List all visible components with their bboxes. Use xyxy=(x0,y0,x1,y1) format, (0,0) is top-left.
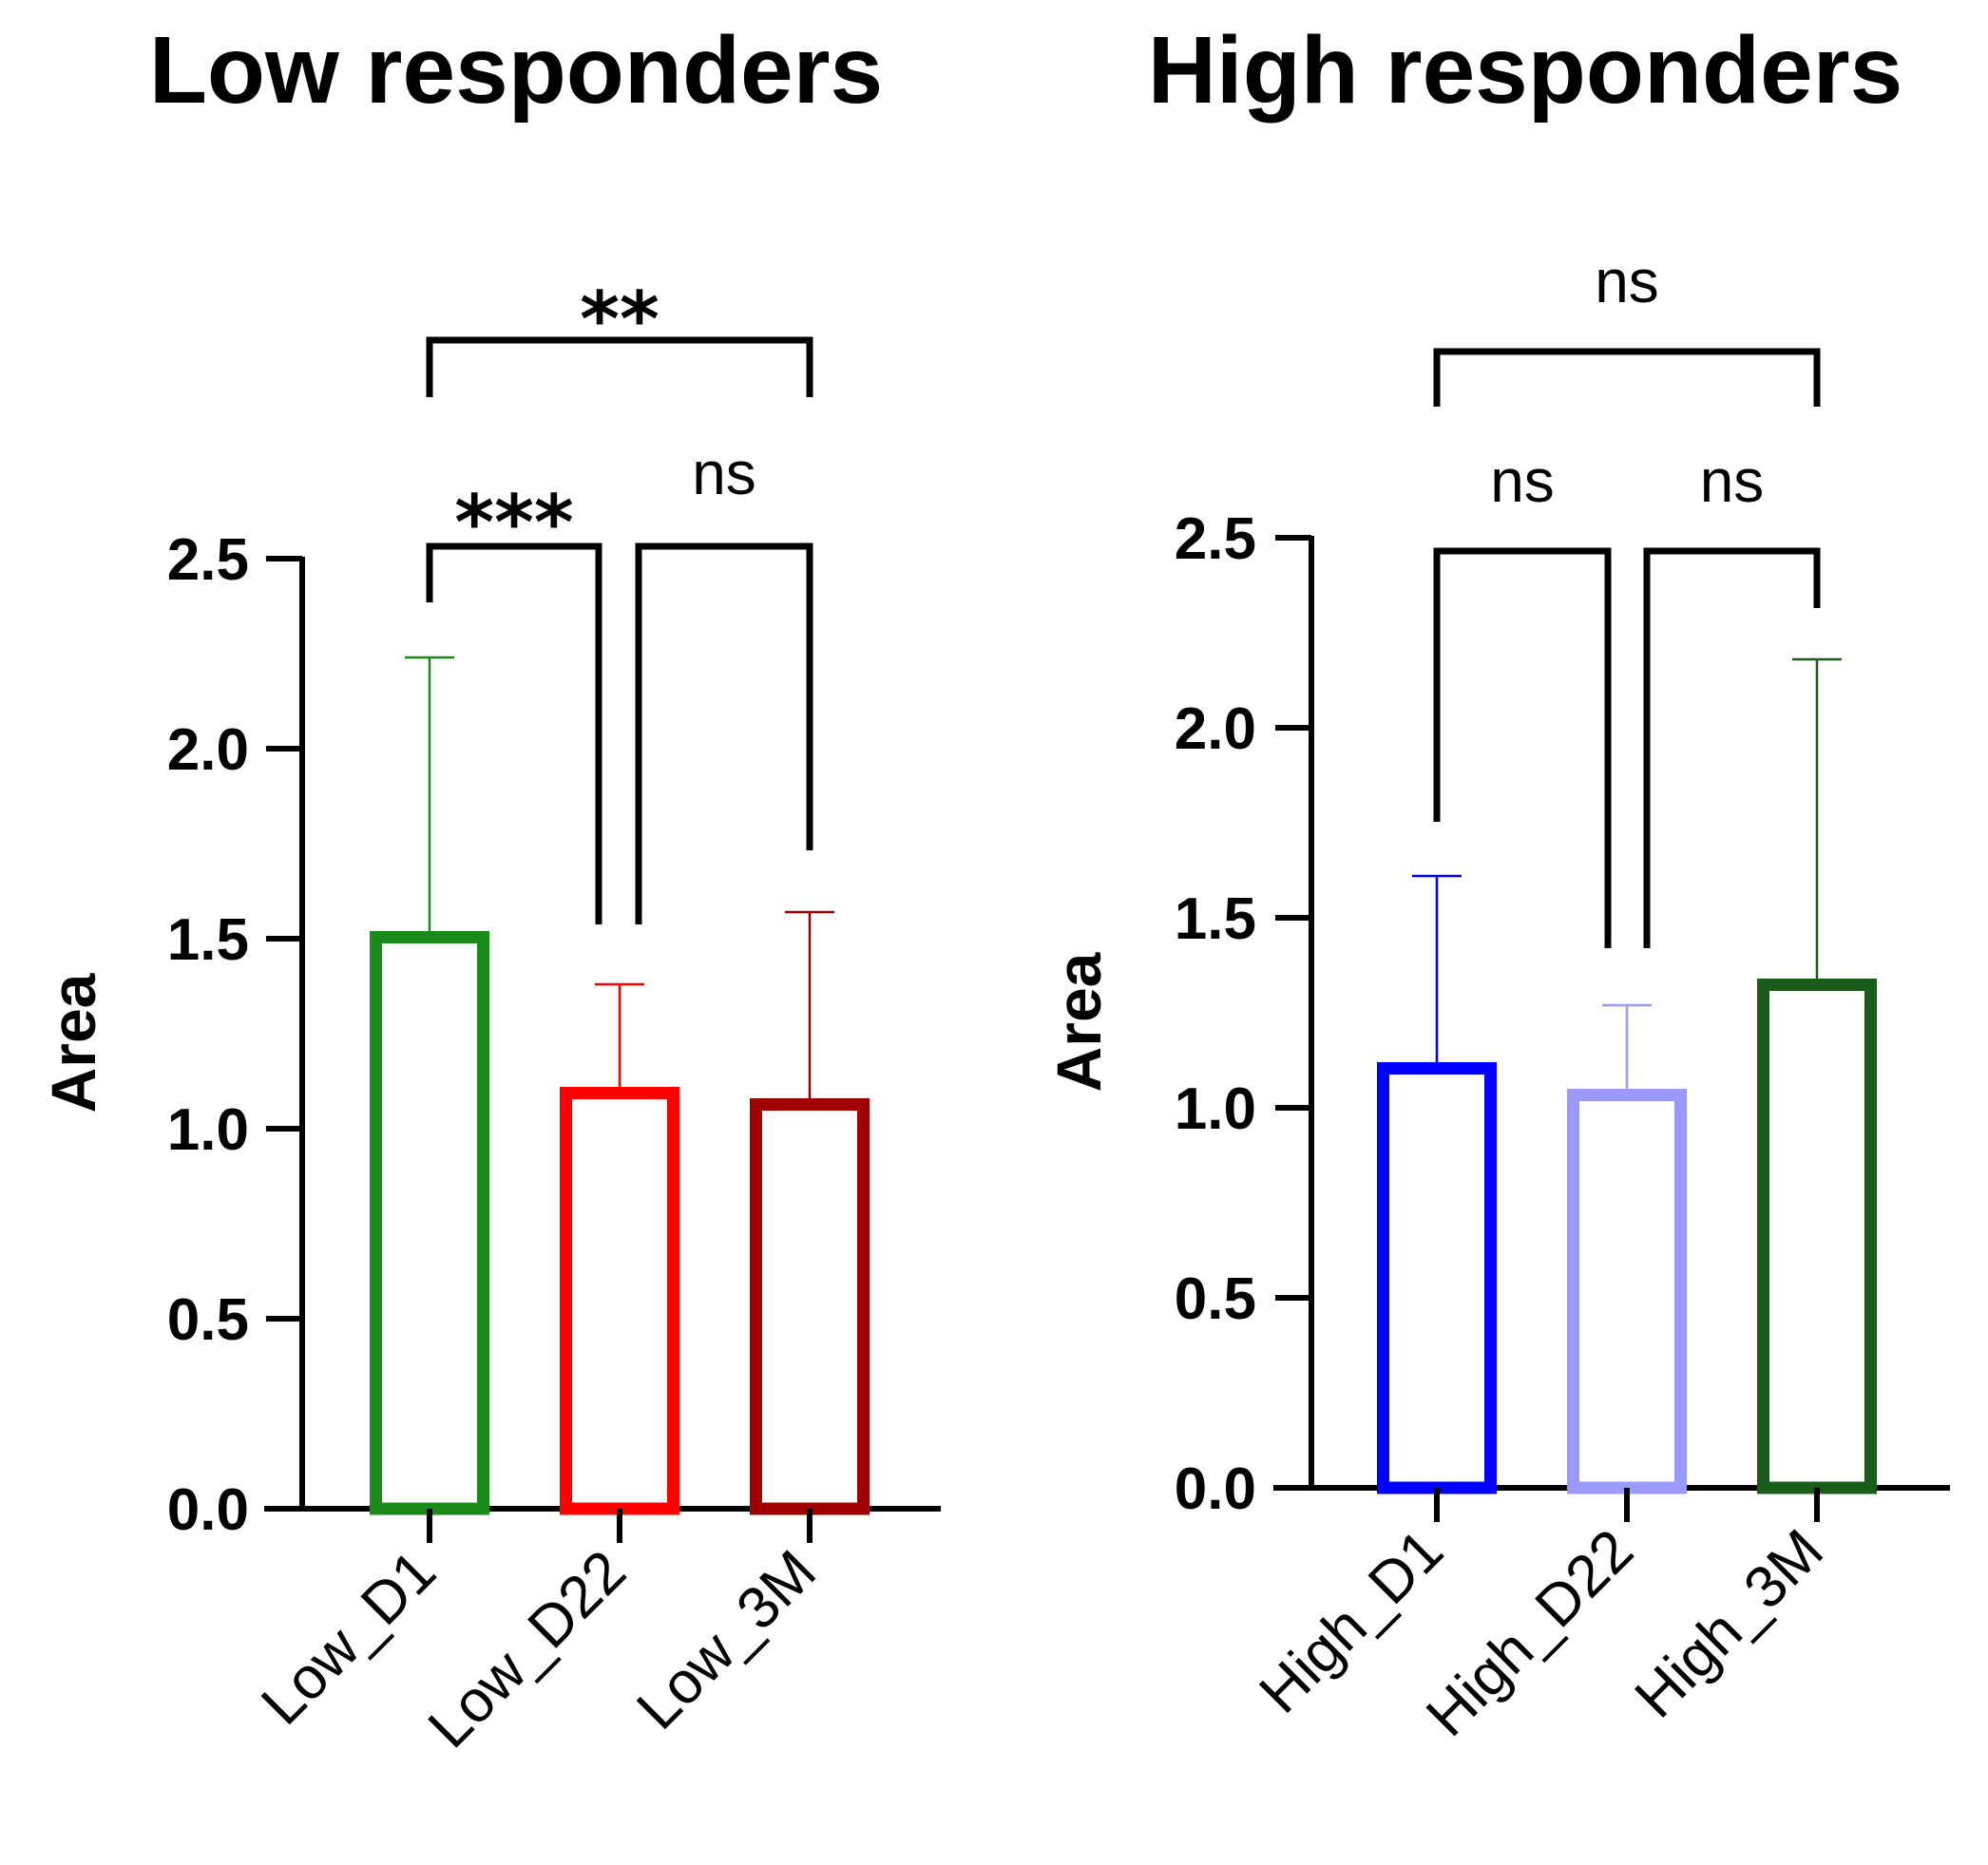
high-y-tick-label-2: 1.0 xyxy=(1175,1076,1256,1142)
low-sig-label-1: *** xyxy=(454,479,574,567)
low-panel-title: Low responders xyxy=(149,17,883,124)
low-y-tick-label-4: 2.0 xyxy=(167,717,249,783)
high-category-label-2: High_3M xyxy=(1623,1517,1836,1730)
low-sig-bracket-1 xyxy=(426,542,602,924)
low-y-tick-label-2: 1.0 xyxy=(167,1097,249,1163)
low-y-tick-label-1: 0.5 xyxy=(167,1287,249,1353)
high-category-label-1: High_D22 xyxy=(1414,1517,1646,1749)
low-responders-panel: Low responders 0.0 0.5 1.0 1.5 2.0 2.5 Area Low_… xyxy=(38,17,941,1760)
high-sig-bracket-2 xyxy=(1643,547,1821,948)
low-y-axis-title: Area xyxy=(38,972,108,1113)
high-bar-0 xyxy=(1377,1062,1497,1494)
high-sig-label-1: ns xyxy=(1490,447,1555,515)
low-bar-1 xyxy=(560,1087,679,1515)
high-y-tick-label-5: 2.5 xyxy=(1175,506,1256,572)
low-sig-label-2: ns xyxy=(692,439,756,507)
high-y-axis-title: Area xyxy=(1043,951,1114,1092)
high-y-tick-label-4: 2.0 xyxy=(1175,696,1256,762)
low-y-tick-label-5: 2.5 xyxy=(167,527,249,593)
low-sig-label-0: ** xyxy=(580,276,659,364)
high-y-tick-label-3: 1.5 xyxy=(1175,886,1256,952)
high-panel-title: High responders xyxy=(1148,17,1903,124)
low-y-tick-label-3: 1.5 xyxy=(167,907,249,973)
high-sig-bracket-0 xyxy=(1433,348,1821,407)
high-y-tick-label-1: 0.5 xyxy=(1175,1266,1256,1332)
high-bar-1 xyxy=(1567,1089,1687,1494)
high-sig-bracket-1 xyxy=(1433,547,1612,948)
low-category-label-2: Low_3M xyxy=(624,1538,829,1742)
low-sig-bracket-0 xyxy=(426,336,813,397)
low-category-label-1: Low_D22 xyxy=(416,1538,639,1760)
low-sig-bracket-2 xyxy=(635,542,813,924)
low-bar-2 xyxy=(750,1098,870,1515)
high-bar-2 xyxy=(1757,979,1877,1494)
low-bar-0 xyxy=(370,931,489,1515)
high-y-tick-label-0: 0.0 xyxy=(1175,1456,1256,1522)
low-y-tick-label-0: 0.0 xyxy=(167,1477,249,1543)
high-responders-panel: High responders 0.0 0.5 1.0 1.5 2.0 2.5 Area Hig… xyxy=(1043,17,1950,1749)
high-sig-label-0: ns xyxy=(1595,247,1659,315)
low-category-label-0: Low_D1 xyxy=(249,1538,449,1738)
high-sig-label-2: ns xyxy=(1700,447,1765,515)
